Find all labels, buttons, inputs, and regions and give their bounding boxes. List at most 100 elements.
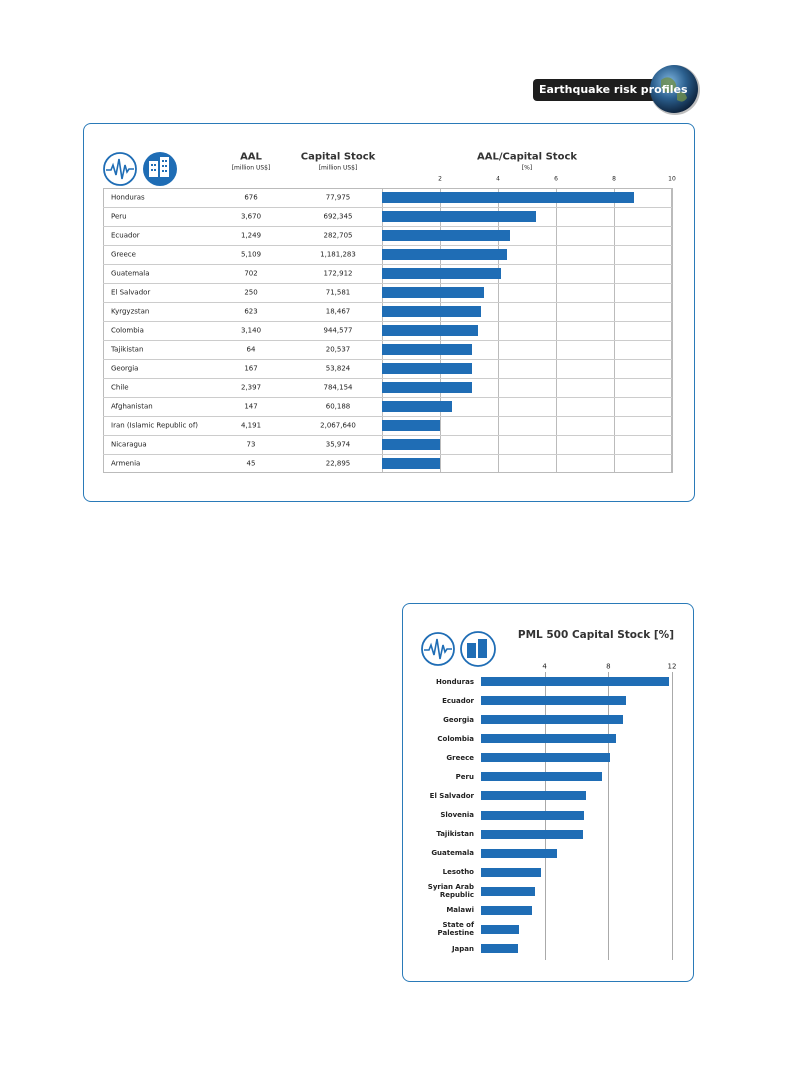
bar [481,810,585,820]
table-cell: 702 [244,269,258,277]
table-frame [103,188,672,473]
table-cell: 60,188 [325,402,351,410]
row-label: Peru [111,212,127,220]
row-label: Honduras [111,193,145,201]
row-label: Armenia [111,459,141,467]
bar [481,924,520,934]
table-cell: 1,181,283 [320,250,356,258]
x-tick-label: 2 [438,175,442,183]
row-label: El Salvador [429,791,474,800]
row-line [103,435,672,436]
bar [382,439,440,450]
row-label: El Salvador [111,288,151,296]
bar [481,734,617,744]
x-tick-label: 8 [606,662,611,671]
row-label: Colombia [437,734,474,743]
bar [382,287,484,298]
column-unit: [million US$] [318,164,358,172]
bar [382,230,510,241]
axis-label: [%] [521,164,533,172]
x-tick-label: 8 [612,175,616,183]
row-line [103,264,672,265]
column-title: AAL [240,151,262,163]
row-label: Georgia [443,715,474,724]
row-label: Iran (Islamic Republic of) [111,421,199,429]
row-line [103,397,672,398]
grid-line [672,188,673,473]
table-cell: 5,109 [240,250,262,258]
table-cell: 73 [246,440,256,448]
row-label: Lesotho [442,868,474,877]
row-label: Ecuador [442,696,474,705]
table-cell: 250 [244,288,258,296]
table-cell: 2,067,640 [320,421,356,429]
row-label: Nicaragua [111,440,147,448]
x-tick-label: 4 [542,662,547,671]
icons [421,631,496,667]
table-cell: 692,345 [323,212,353,220]
table-cell: 172,912 [323,269,353,277]
row-label: Tajikistan [111,345,144,353]
row-label: Tajikistan [436,830,474,839]
row-label: Honduras [436,677,474,686]
table-cell: 2,397 [240,383,262,391]
x-tick-label: 6 [554,175,558,183]
row-line [103,226,672,227]
bar [382,249,507,260]
icons [103,152,177,186]
row-label: Peru [455,772,474,781]
table-cell: 53,824 [325,364,351,372]
bar [382,192,635,203]
x-tick-label: 4 [496,175,500,183]
row-label: Colombia [111,326,144,334]
bar [481,886,536,896]
row-label: Ecuador [111,231,140,239]
row-label: Japan [451,944,474,953]
badge-graphic [533,65,700,115]
row-line [103,378,672,379]
grid-line [614,188,615,473]
grid-line [672,672,673,961]
grid-line [556,188,557,473]
row-line [103,416,672,417]
table-cell: 1,249 [240,231,262,239]
table-cell: 35,974 [325,440,351,448]
table-cell: 20,537 [325,345,351,353]
table-cell: 676 [244,193,258,201]
bar [382,306,481,317]
bar [382,268,501,279]
bar [481,905,532,915]
row-label: Guatemala [111,269,150,277]
table-cell: 45 [246,459,256,467]
row-label: Georgia [111,364,139,372]
table-cell: 3,670 [240,212,262,220]
table-cell: 784,154 [323,383,353,391]
column-unit: [million US$] [231,164,271,172]
table-cell: 64 [246,345,256,353]
table-cell: 282,705 [323,231,353,239]
table-cell: 4,191 [240,421,262,429]
bar [382,458,440,469]
row-line [103,245,672,246]
grid-line [498,188,499,473]
row-label: Malawi [446,906,474,915]
row-line [103,340,672,341]
row-label: Guatemala [431,849,474,858]
bar [481,867,542,877]
bar [481,944,518,953]
row-label: Chile [111,383,129,391]
table-cell: 71,581 [325,288,351,296]
row-line [103,359,672,360]
bar [481,772,602,782]
badge-text: Earthquake risk profiles [539,83,688,96]
table-cell: 147 [244,402,258,410]
bar [382,211,536,222]
bar [382,325,478,336]
bar [382,420,440,431]
bar [481,677,669,687]
table-cell: 22,895 [325,459,351,467]
bar [382,382,472,393]
row-label: Greece [446,753,474,762]
column-title: Capital Stock [300,151,376,163]
